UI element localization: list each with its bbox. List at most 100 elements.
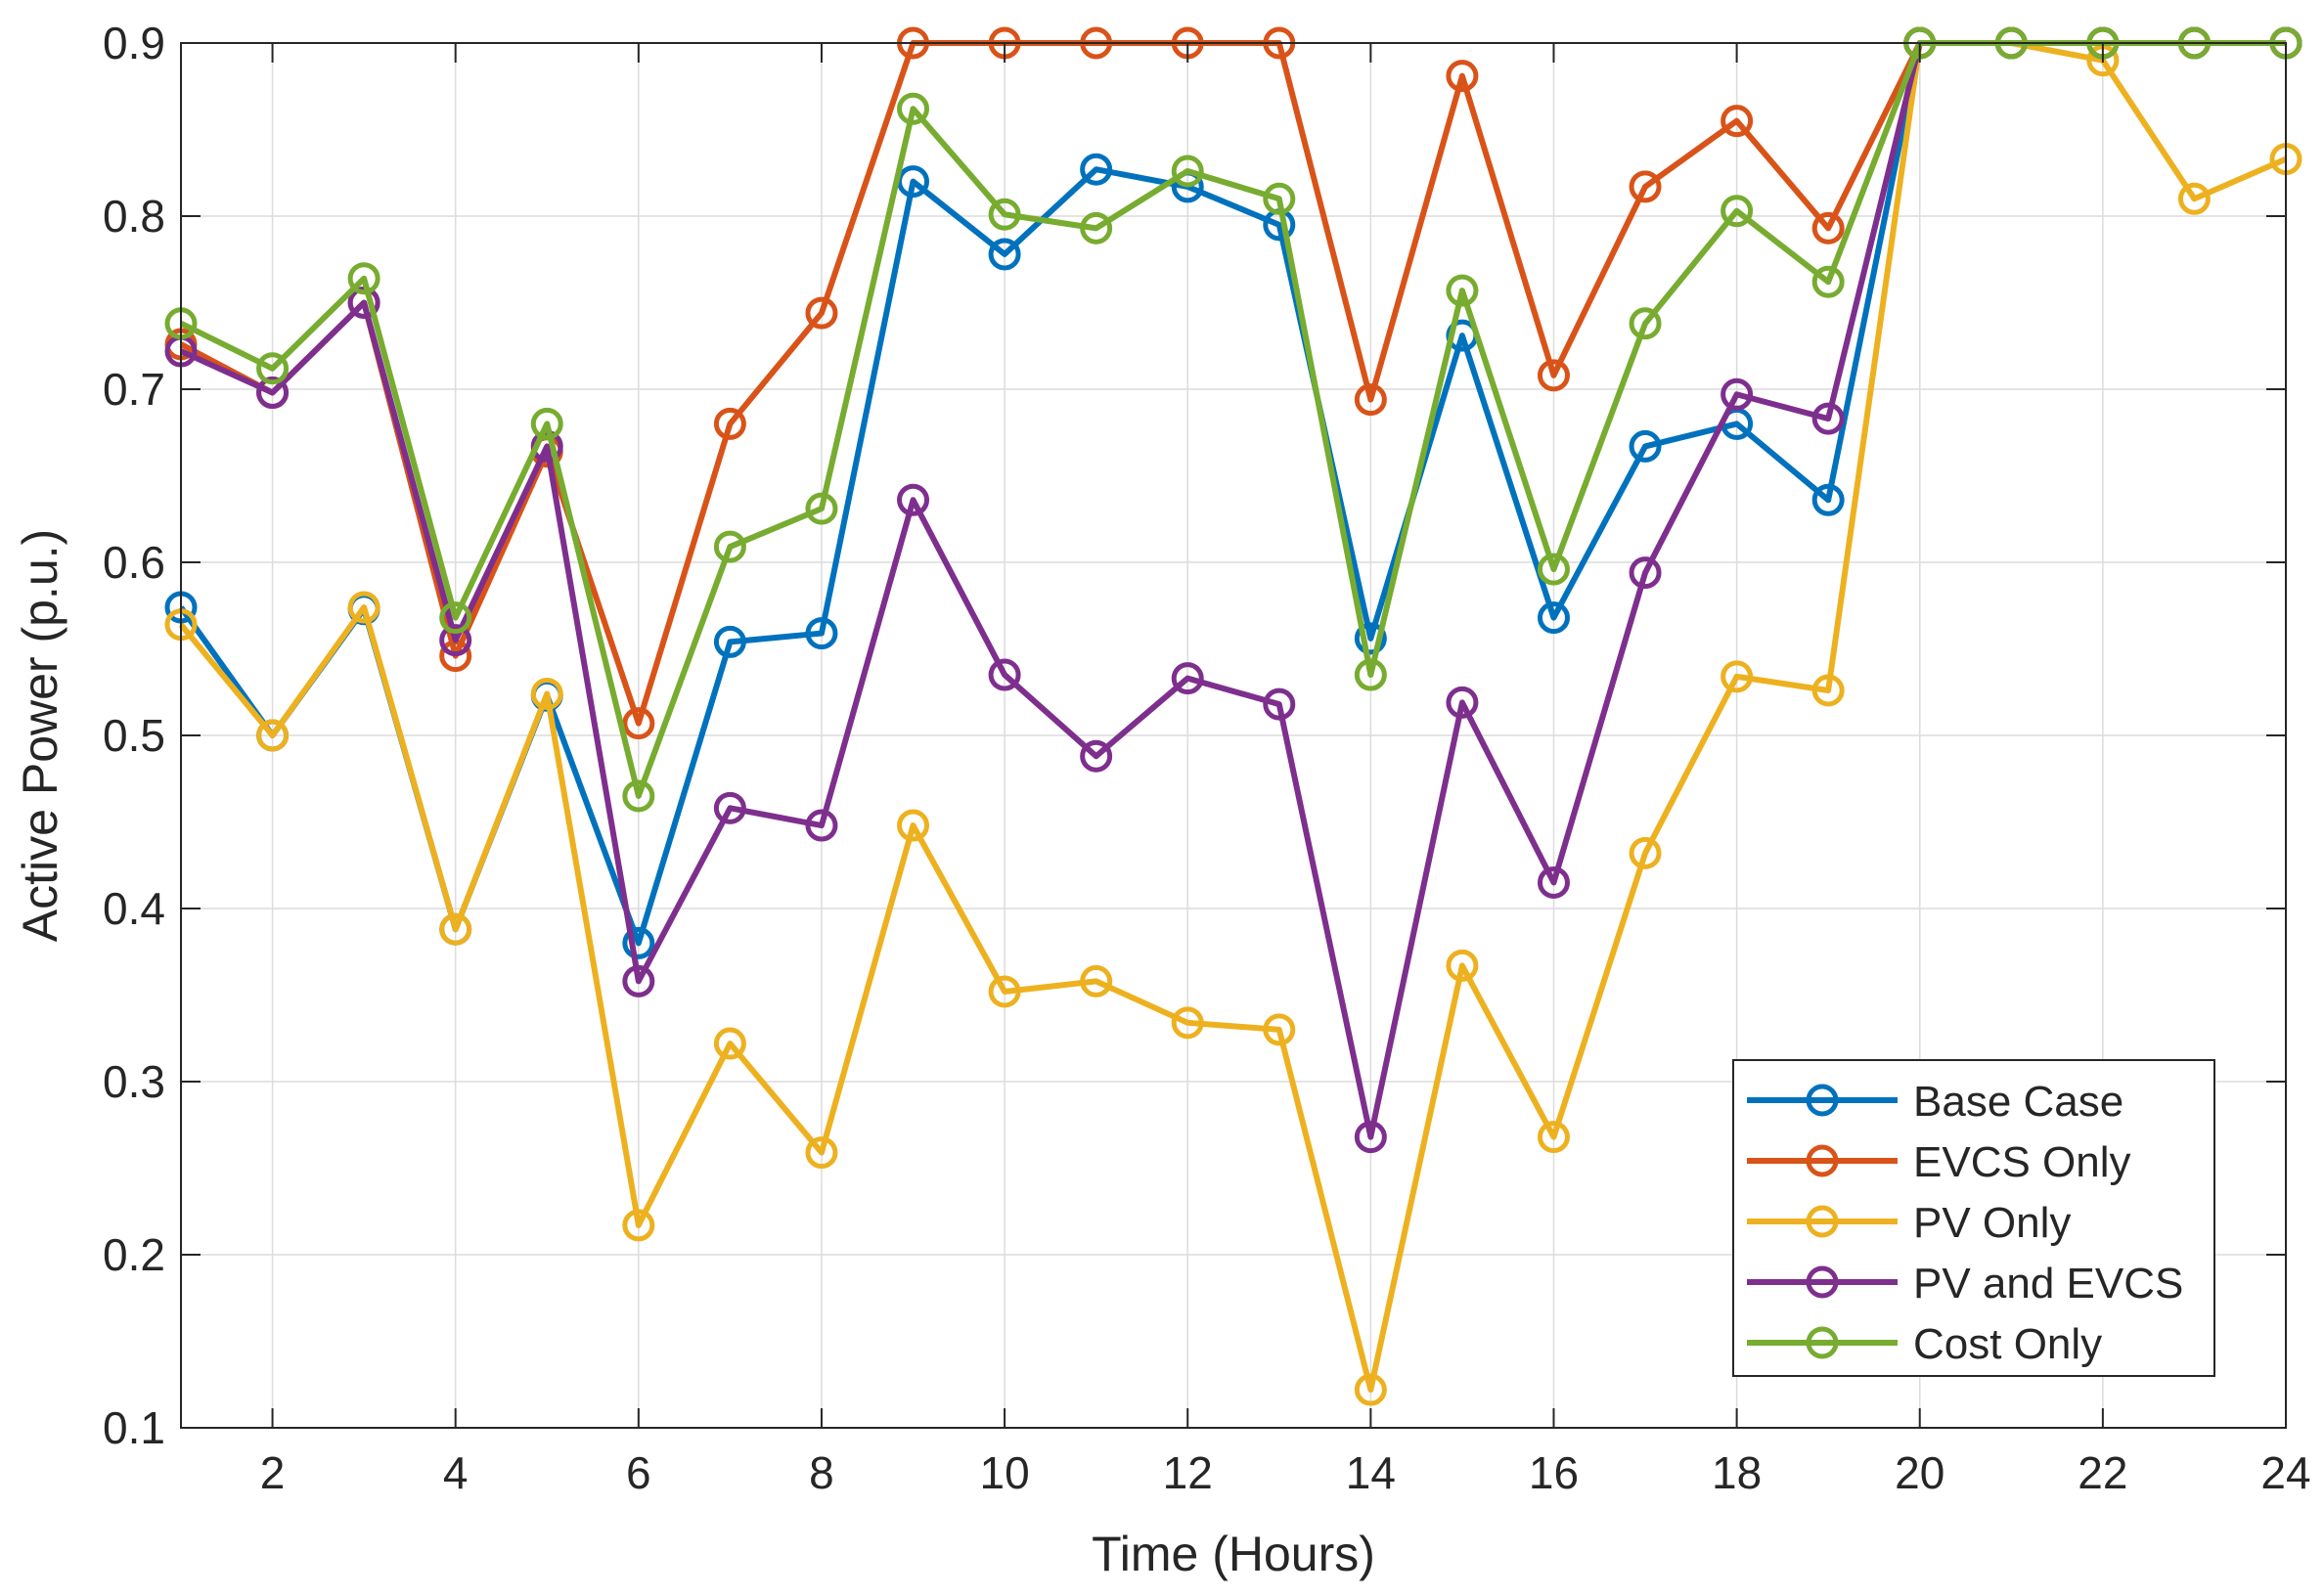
x-tick-label: 20 <box>1895 1447 1944 1498</box>
data-point <box>1629 170 1662 203</box>
data-point <box>897 92 930 125</box>
legend-entry: Cost Only <box>1747 1320 2102 1368</box>
legend-entry: PV Only <box>1747 1199 2071 1247</box>
x-tick-label: 16 <box>1529 1447 1579 1498</box>
legend-label: EVCS Only <box>1913 1138 2131 1186</box>
data-point <box>1629 429 1662 463</box>
legend-entry: Base Case <box>1747 1078 2123 1126</box>
data-point <box>1354 658 1387 691</box>
data-point <box>622 779 655 813</box>
y-tick-label: 0.7 <box>103 364 165 415</box>
ticks: 2 4 6 8 10 12 14 16 18 20 22 240.10.20.30.40.50.60.… <box>103 18 2311 1498</box>
data-point <box>1354 383 1387 417</box>
data-point <box>1537 1121 1570 1154</box>
data-point <box>622 964 655 998</box>
legend-marker <box>1806 1326 1839 1359</box>
data-point <box>530 678 563 711</box>
data-point <box>622 1209 655 1242</box>
data-point <box>1721 105 1754 138</box>
data-point <box>897 483 930 516</box>
data-point <box>988 238 1021 271</box>
data-point <box>439 624 472 657</box>
data-point <box>622 707 655 740</box>
legend-label: PV and EVCS <box>1913 1260 2183 1308</box>
y-tick-label: 0.8 <box>103 191 165 242</box>
x-tick-label: 12 <box>1163 1447 1213 1498</box>
data-point <box>256 719 290 752</box>
data-point <box>530 407 563 440</box>
data-point <box>1811 483 1845 516</box>
x-tick-label: 14 <box>1346 1447 1396 1498</box>
data-point <box>805 809 838 842</box>
y-tick-label: 0.3 <box>103 1056 165 1107</box>
data-point <box>1263 182 1296 215</box>
data-point <box>713 530 746 563</box>
data-point <box>622 926 655 959</box>
legend-label: Base Case <box>1913 1078 2123 1126</box>
data-point <box>1080 153 1113 186</box>
legend-marker <box>1806 1265 1839 1299</box>
data-point <box>988 975 1021 1008</box>
y-tick-label: 0.6 <box>103 537 165 588</box>
data-point <box>805 1136 838 1170</box>
data-point <box>1721 660 1754 693</box>
data-point <box>256 377 290 410</box>
data-point <box>1263 687 1296 721</box>
data-point <box>1721 195 1754 228</box>
y-tick-label: 0.9 <box>103 18 165 68</box>
legend-entry: EVCS Only <box>1747 1138 2131 1186</box>
x-tick-label: 6 <box>626 1447 651 1498</box>
y-axis-label: Active Power (p.u.) <box>13 529 67 942</box>
data-point <box>1537 359 1570 392</box>
data-point <box>439 601 472 635</box>
x-tick-label: 10 <box>980 1447 1030 1498</box>
data-point <box>1629 556 1662 590</box>
x-axis-label: Time (Hours) <box>1092 1527 1375 1581</box>
x-tick-label: 18 <box>1712 1447 1762 1498</box>
data-point <box>439 912 472 946</box>
data-point <box>713 407 746 440</box>
data-point <box>1354 1373 1387 1406</box>
x-tick-label: 24 <box>2260 1447 2310 1498</box>
data-point <box>2177 182 2211 215</box>
legend-entry: PV and EVCS <box>1747 1260 2183 1308</box>
data-point <box>1263 1013 1296 1046</box>
data-point <box>1537 601 1570 635</box>
data-point <box>988 658 1021 691</box>
data-point <box>1811 211 1845 244</box>
data-point <box>1446 274 1479 307</box>
y-tick-label: 0.2 <box>103 1229 165 1280</box>
x-tick-label: 2 <box>260 1447 286 1498</box>
data-point <box>988 198 1021 231</box>
legend-label: PV Only <box>1913 1199 2071 1247</box>
data-point <box>1446 686 1479 719</box>
data-point <box>1721 377 1754 411</box>
x-tick-label: 8 <box>809 1447 834 1498</box>
data-point <box>1080 964 1113 998</box>
data-point <box>1080 211 1113 244</box>
data-point <box>1080 739 1113 773</box>
x-tick-label: 22 <box>2078 1447 2127 1498</box>
y-tick-label: 0.1 <box>103 1402 165 1453</box>
data-point <box>805 617 838 650</box>
data-point <box>1354 1121 1387 1154</box>
data-point <box>1171 662 1204 695</box>
data-point <box>805 492 838 525</box>
data-point <box>713 1027 746 1060</box>
data-point <box>713 791 746 824</box>
legend-marker <box>1806 1205 1839 1238</box>
data-point <box>713 625 746 658</box>
data-point <box>1354 622 1387 655</box>
y-tick-label: 0.5 <box>103 710 165 761</box>
data-point <box>805 296 838 330</box>
x-tick-label: 4 <box>443 1447 469 1498</box>
data-point <box>1629 307 1662 340</box>
data-point <box>347 591 380 624</box>
legend-marker <box>1806 1144 1839 1177</box>
data-point <box>1537 553 1570 586</box>
data-point <box>897 809 930 842</box>
legend-label: Cost Only <box>1913 1320 2102 1368</box>
data-point <box>1446 60 1479 93</box>
legend-marker <box>1806 1084 1839 1117</box>
